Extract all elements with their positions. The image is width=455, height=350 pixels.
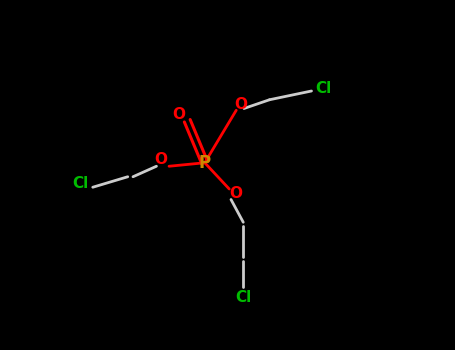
Text: Cl: Cl [72,176,89,190]
Text: Cl: Cl [235,290,251,305]
Text: O: O [229,186,242,201]
Text: P: P [199,154,211,172]
Text: O: O [155,153,167,167]
Text: Cl: Cl [316,82,332,96]
Text: O: O [172,107,185,122]
Text: O: O [234,97,248,112]
